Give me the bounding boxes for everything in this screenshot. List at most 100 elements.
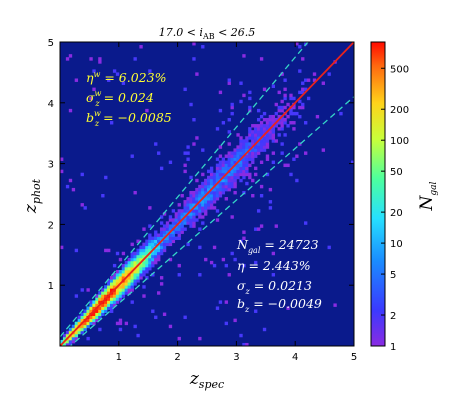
heatmap-cell [192,118,196,122]
heatmap-cell [283,87,287,92]
heatmap-cell [227,118,231,122]
heatmap-cell [248,163,252,168]
heatmap-cell [136,333,140,338]
heatmap-cell [283,93,287,98]
heatmap-cell [248,172,252,177]
heatmap-cell [259,194,264,198]
heatmap-cell [68,339,73,344]
heatmap-cell [248,96,252,101]
heatmap-cell [207,203,211,207]
heatmap-cell [268,130,273,134]
heatmap-cell [189,224,193,228]
heatmap-cell [262,139,267,143]
heatmap-cell [77,330,81,335]
heatmap-cell [98,306,102,310]
heatmap-cell [227,154,231,158]
heatmap-cell [148,245,152,250]
heatmap-cell [192,42,196,46]
heatmap-cell [130,154,134,158]
heatmap-cell [215,306,220,310]
heatmap-cell [115,276,120,280]
heatmap-cell [198,197,202,201]
heatmap-cell [162,233,167,237]
heatmap-cell [95,300,99,304]
heatmap-cell [136,279,140,283]
heatmap-cell [142,266,146,271]
heatmap-cell [186,151,190,155]
heatmap-cell [254,166,258,171]
heatmap-cell [107,303,111,307]
heatmap-cell [277,90,281,95]
heatmap-cell [245,160,249,164]
heatmap-cell [215,166,220,171]
heatmap-cell [204,197,208,201]
heatmap-cell [254,148,258,152]
x-tick-label: 4 [292,352,298,363]
heatmap-cell [121,276,126,280]
heatmap-cell [159,242,164,247]
heatmap-cell [224,169,228,174]
heatmap-cell [80,327,84,332]
heatmap-cell [262,87,267,92]
heatmap-cell [83,321,87,326]
heatmap-cell [256,108,261,113]
heatmap-cell [60,339,64,344]
heatmap-cell [201,172,205,177]
heatmap-cell [248,151,252,155]
heatmap-cell [239,178,243,183]
heatmap-cell [151,309,155,313]
x-axis: 1 2 3 4 5 [116,42,357,363]
heatmap-cell [268,121,273,125]
heatmap-cell [215,218,220,222]
heatmap-cell [204,257,208,262]
heatmap-cell [251,142,255,146]
heatmap-cell [189,197,193,201]
heatmap-cell [271,160,276,164]
heatmap-cell [209,194,214,198]
heatmap-cell [145,248,149,253]
heatmap-cell [142,242,146,247]
heatmap-cell [183,206,187,210]
heatmap-cell [142,248,146,253]
heatmap-cell [165,230,170,234]
heatmap-cell [127,270,131,274]
heatmap-cell [245,142,249,146]
heatmap-cell [230,151,234,155]
heatmap-cell [239,151,243,155]
heatmap-cell [230,160,234,164]
heatmap-cell [148,254,152,259]
heatmap-cell [71,336,76,341]
heatmap-cell [127,266,131,271]
y-tick-label: 4 [48,99,54,110]
heatmap-cell [101,306,105,310]
heatmap-cell [233,151,237,155]
heatmap-cell [186,215,190,219]
heatmap-cell [298,142,302,146]
heatmap-cell [254,309,258,313]
heatmap-cell [242,160,246,164]
heatmap-cell [215,194,220,198]
heatmap-cell [242,236,246,240]
heatmap-cell [159,236,164,240]
heatmap-cell [133,279,137,283]
heatmap-cell [133,260,137,265]
bias-annotation: bz = −0.0049 [237,296,322,314]
chart-title: 17.0 < iAB < 26.5 [159,26,256,41]
heatmap-cell [136,254,140,259]
heatmap-cell [148,233,152,237]
upper-outlier-bound-line [60,42,309,338]
heatmap-cell [215,209,220,213]
x-tick-label: 3 [233,352,239,363]
heatmap-cell [248,175,252,180]
heatmap-cell [289,111,293,116]
colorbar-tick-label: 10 [390,239,403,250]
heatmap-cell [207,175,211,180]
heatmap-cell [80,312,84,316]
heatmap-cell [101,297,105,301]
heatmap-cell [71,187,76,192]
heatmap-cell [218,108,223,113]
heatmap-cell [151,263,155,268]
heatmap-cell [251,133,255,137]
heatmap-cell [212,263,217,268]
heatmap-cell [83,309,87,313]
